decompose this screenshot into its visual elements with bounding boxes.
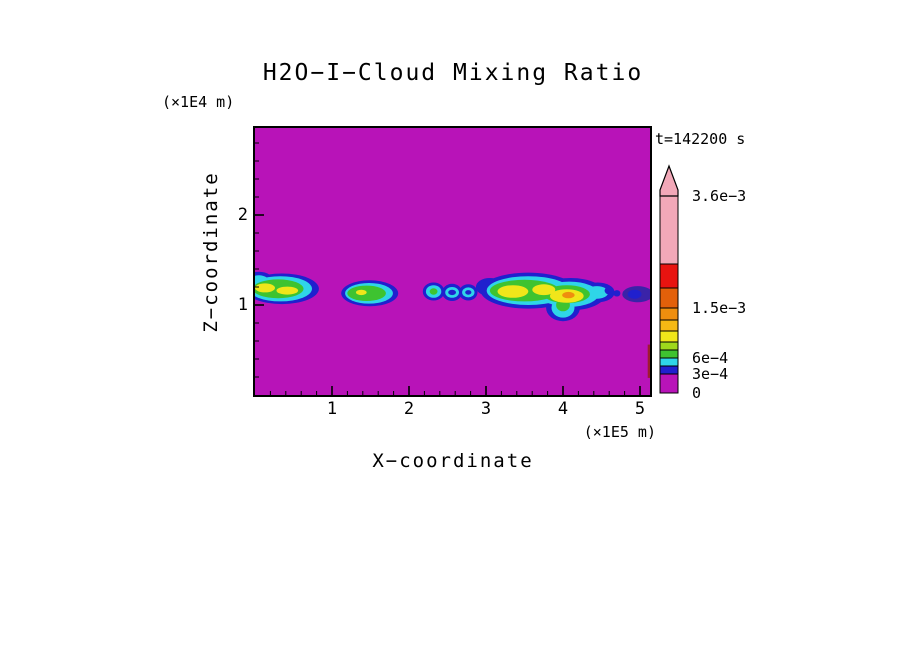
plot-canvas: [255, 142, 650, 395]
cloud-band-1-yellow-contour: [255, 283, 275, 293]
colorbar-segment-orange: [659, 307, 679, 321]
colorbar-segment-red: [659, 263, 679, 289]
cloud-band-4-orange-contour: [562, 291, 575, 299]
edge-mark: [647, 344, 650, 378]
colorbar-tick-label: 6e−4: [692, 349, 729, 367]
colorbar-arrow: [659, 164, 679, 197]
timestamp-label: t=142200 s: [655, 130, 746, 148]
x-axis-unit-label: (×1E5 m): [583, 423, 656, 441]
cloud-rings-3-blue-contour: [465, 290, 472, 295]
colorbar-segment-yellow_green: [659, 341, 679, 351]
colorbar-segment-light_orange: [659, 319, 679, 332]
y-axis-unit-label: (×1E4 m): [162, 93, 235, 111]
chart-title: H2O−I−Cloud Mixing Ratio: [262, 60, 644, 86]
colorbar-segment-dark_orange: [659, 287, 679, 309]
y-axis-label: Z−coordinate: [200, 171, 222, 333]
x-tick-label: 1: [326, 399, 338, 419]
colorbar-tick-label: 3e−4: [692, 365, 729, 383]
colorbar-tick-label: 3.6e−3: [692, 187, 747, 205]
y-tick-label: 2: [237, 205, 248, 225]
cloud-band-2-yellow-contour: [355, 289, 367, 296]
colorbar-segment-cyan: [659, 357, 679, 367]
cloud-band-4-cyan-contour: [585, 286, 609, 299]
x-tick-label: 4: [557, 399, 569, 419]
cloud-band-1-yellow-contour: [276, 286, 299, 295]
colorbar: [659, 164, 679, 394]
cloud-edge-6-blue-contour: [627, 289, 642, 299]
colorbar-tick-label: 0: [692, 384, 702, 402]
colorbar-segment-pink: [659, 195, 679, 265]
cloud-rings-3-green-contour: [429, 288, 438, 295]
cloud-band-4-yellow-contour: [497, 285, 529, 298]
cloud-band-2-green-contour: [347, 285, 386, 301]
x-tick-label: 3: [480, 399, 492, 419]
cloud-rings-3-blue-contour: [448, 289, 456, 296]
cloud-specks-5-blue-contour: [604, 286, 614, 295]
y-tick-label: 1: [237, 295, 248, 315]
cloud-band-4-yellow-contour: [532, 284, 556, 296]
colorbar-segment-green: [659, 349, 679, 359]
x-axis-label: X−coordinate: [372, 450, 534, 472]
x-tick-label: 5: [634, 399, 646, 419]
colorbar-segment-blue: [659, 365, 679, 375]
x-tick-label: 2: [403, 399, 415, 419]
colorbar-segment-magenta: [659, 373, 679, 394]
colorbar-tick-label: 1.5e−3: [692, 299, 747, 317]
colorbar-segment-yellow: [659, 330, 679, 343]
plot-area: [253, 126, 652, 397]
cloud-specks-5-blue-contour: [613, 290, 621, 297]
